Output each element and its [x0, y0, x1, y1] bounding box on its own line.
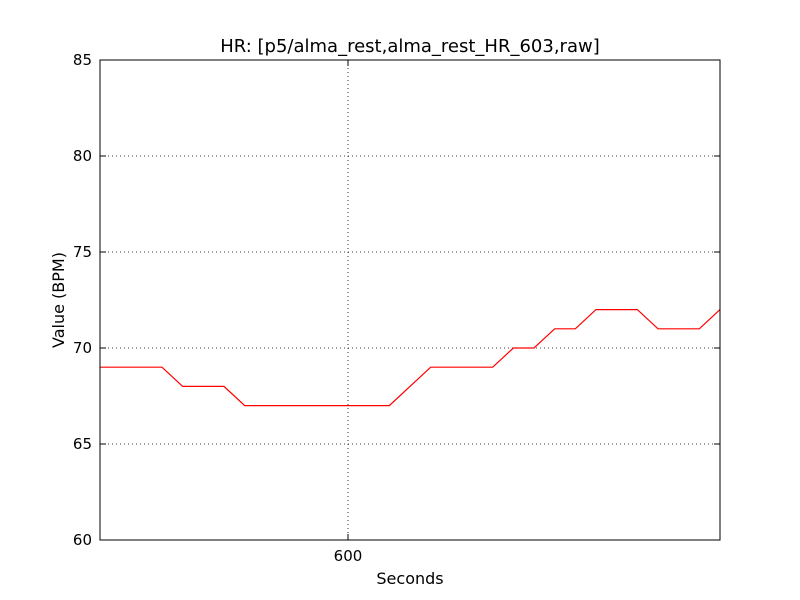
x-axis-label: Seconds [376, 569, 443, 588]
y-tick-label: 60 [73, 531, 92, 549]
y-tick-label: 85 [73, 51, 92, 69]
y-tick-label: 65 [73, 435, 92, 453]
hr-series-line [100, 309, 721, 407]
series-layer [100, 309, 721, 407]
x-tick-label: 600 [334, 547, 363, 565]
chart-title: HR: [p5/alma_rest,alma_rest_HR_603,raw] [220, 36, 599, 57]
y-tick-label: 70 [73, 339, 92, 357]
y-tick-label: 75 [73, 243, 92, 261]
ticks: 60 65 70 75 80 85 600 [73, 51, 720, 565]
plot-frame [99, 59, 721, 541]
y-axis-label: Value (BPM) [49, 252, 68, 348]
y-tick-label: 80 [73, 147, 92, 165]
grid [100, 60, 720, 540]
